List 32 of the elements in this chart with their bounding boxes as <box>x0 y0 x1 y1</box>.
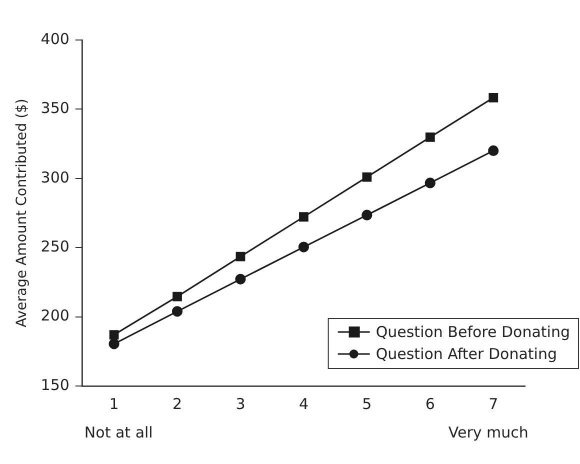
point <box>172 292 182 302</box>
point <box>299 212 308 222</box>
point <box>488 145 499 156</box>
y-tick-label: 150 <box>40 376 70 394</box>
text: Not at all <box>84 423 153 442</box>
point <box>235 274 246 284</box>
point <box>236 252 246 262</box>
x-tick-label: 5 <box>362 394 372 413</box>
y-tick-label: 350 <box>40 99 70 118</box>
y-axis-title: Average Amount Contributed ($) <box>14 98 30 328</box>
y-tick-label: 300 <box>40 168 70 186</box>
point <box>109 330 119 340</box>
x-tick-label: 3 <box>236 394 246 413</box>
x-tick-label: 4 <box>298 394 308 413</box>
x-tick-label: 7 <box>488 394 498 413</box>
point <box>298 242 310 252</box>
y-tick-label: 200 <box>40 306 70 325</box>
point <box>424 178 436 188</box>
x-tick-label: 1 <box>109 394 119 413</box>
point <box>108 338 120 350</box>
y-tick-label: 400 <box>40 30 70 48</box>
legend-label: Question After Donating <box>376 344 557 363</box>
point <box>362 172 372 182</box>
y-tick-label: 250 <box>40 237 70 256</box>
x-tick-label: 2 <box>172 394 182 413</box>
legend-label: Question Before Donating <box>376 322 570 341</box>
x-tick-label: 6 <box>425 394 435 413</box>
point <box>362 210 372 220</box>
point <box>425 132 435 142</box>
point <box>488 93 498 102</box>
point <box>172 306 183 317</box>
text: Very much <box>448 423 528 442</box>
